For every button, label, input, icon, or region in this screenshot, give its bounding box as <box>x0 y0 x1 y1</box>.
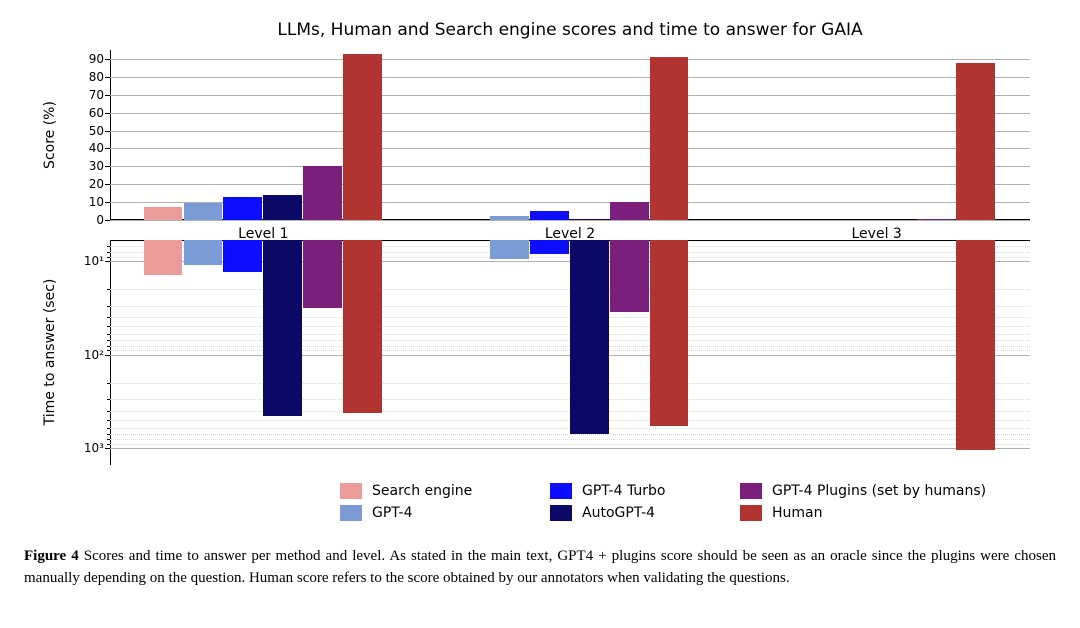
legend-swatch <box>340 483 362 499</box>
legend-item: Human <box>740 502 986 524</box>
legend-label: Search engine <box>372 483 472 499</box>
level-label: Level 3 <box>852 220 902 242</box>
legend-item: AutoGPT-4 <box>550 502 665 524</box>
figure-caption: Figure 4 Scores and time to answer per m… <box>24 546 1056 590</box>
time-bar <box>610 240 649 312</box>
time-axis-label: Time to answer (sec) <box>42 279 58 426</box>
time-bar <box>956 240 995 450</box>
gridline <box>110 166 1030 167</box>
gridline-minor <box>110 439 1030 440</box>
score-bar <box>570 219 609 220</box>
plot-area: LLMs, Human and Search engine scores and… <box>110 20 1030 465</box>
legend-label: GPT-4 <box>372 505 413 521</box>
gridline <box>110 131 1030 132</box>
gridline <box>110 184 1030 185</box>
legend-label: GPT-4 Turbo <box>582 483 665 499</box>
time-bar <box>223 240 262 272</box>
legend-label: Human <box>772 505 823 521</box>
score-bar <box>917 219 956 220</box>
ytick-label: 10 <box>89 195 110 209</box>
gridline <box>110 77 1030 78</box>
gridline-minor <box>110 444 1030 445</box>
ytick-label: 0 <box>96 213 110 227</box>
gridline-minor <box>110 434 1030 435</box>
legend-item: GPT-4 Turbo <box>550 480 665 502</box>
score-bar <box>610 202 649 220</box>
ytick-label: 50 <box>89 124 110 138</box>
legend-swatch <box>740 483 762 499</box>
ytick-label: 60 <box>89 106 110 120</box>
legend-column: GPT-4 Plugins (set by humans) Human <box>740 480 986 524</box>
ytick-label: 20 <box>89 177 110 191</box>
gridline <box>110 113 1030 114</box>
score-bar <box>223 197 262 220</box>
legend-swatch <box>550 505 572 521</box>
score-bar <box>184 203 223 220</box>
chart-title: LLMs, Human and Search engine scores and… <box>110 20 1030 40</box>
legend-column: GPT-4 Turbo AutoGPT-4 <box>550 480 665 524</box>
score-bar <box>263 195 302 220</box>
legend-label: AutoGPT-4 <box>582 505 655 521</box>
score-bar <box>530 211 569 220</box>
time-subplot: 10¹10²10³ <box>110 240 1030 465</box>
score-bar <box>956 63 995 220</box>
legend-item: GPT-4 <box>340 502 472 524</box>
time-bar <box>530 240 569 254</box>
time-bar <box>650 240 689 426</box>
axis-frame <box>110 50 1030 220</box>
score-bar <box>303 166 342 220</box>
legend-swatch <box>340 505 362 521</box>
score-bar <box>144 207 183 220</box>
time-bar <box>303 240 342 308</box>
ytick-label: 40 <box>89 141 110 155</box>
ytick-label: 70 <box>89 88 110 102</box>
score-subplot: 0102030405060708090Level 1Level 2Level 3 <box>110 50 1030 220</box>
legend-column: Search engine GPT-4 <box>340 480 472 524</box>
gridline <box>110 448 1030 449</box>
legend-item: Search engine <box>340 480 472 502</box>
legend-swatch <box>550 483 572 499</box>
time-bar <box>144 240 183 275</box>
time-bar <box>490 240 529 259</box>
legend-item: GPT-4 Plugins (set by humans) <box>740 480 986 502</box>
score-bar <box>650 57 689 220</box>
legend-swatch <box>740 505 762 521</box>
level-label: Level 1 <box>238 220 288 242</box>
ytick-label: 90 <box>89 52 110 66</box>
time-bar <box>570 240 609 434</box>
score-axis-label: Score (%) <box>42 101 58 169</box>
level-label: Level 2 <box>545 220 595 242</box>
gridline <box>110 148 1030 149</box>
time-bar <box>263 240 302 416</box>
ytick-label: 30 <box>89 159 110 173</box>
caption-lead: Figure 4 <box>24 548 79 564</box>
score-bar <box>343 54 382 220</box>
time-bar <box>343 240 382 413</box>
legend-label: GPT-4 Plugins (set by humans) <box>772 483 986 499</box>
time-bar <box>184 240 223 265</box>
gridline <box>110 95 1030 96</box>
score-bar <box>490 216 529 220</box>
caption-body: Scores and time to answer per method and… <box>24 548 1056 586</box>
gridline <box>110 59 1030 60</box>
ytick-label: 80 <box>89 70 110 84</box>
